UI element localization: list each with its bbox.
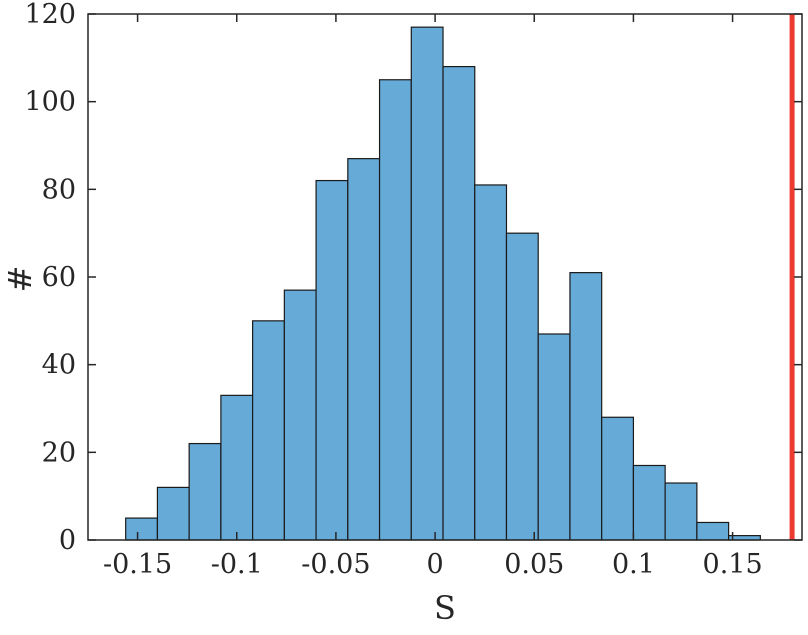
- histogram-bar: [442, 65, 476, 541]
- y-tick-label: 80: [42, 174, 76, 205]
- x-tick-label: 0: [426, 549, 443, 580]
- histogram-bar: [283, 289, 317, 541]
- histogram-bar: [505, 232, 539, 541]
- histogram-bar: [315, 179, 349, 541]
- histogram-bar: [220, 394, 254, 541]
- y-tick-label: 60: [42, 262, 76, 293]
- x-tick-label: 0.15: [703, 549, 763, 580]
- y-tick-label: 20: [42, 437, 76, 468]
- x-tick-label: 0.05: [504, 549, 564, 580]
- histogram-bar: [347, 158, 381, 541]
- y-tick-label: 120: [24, 0, 76, 30]
- histogram-bar: [156, 486, 190, 541]
- x-tick-label: -0.1: [211, 549, 263, 580]
- x-tick-label: -0.15: [103, 549, 172, 580]
- y-tick-label: 0: [59, 525, 76, 556]
- histogram-bar: [537, 333, 571, 541]
- histogram-bar: [696, 521, 730, 541]
- histogram-bar: [378, 79, 412, 541]
- histogram-bar: [664, 482, 698, 541]
- y-tick-label: 40: [42, 350, 76, 381]
- x-tick-label: -0.05: [301, 549, 370, 580]
- histogram-bar: [125, 517, 159, 541]
- x-tick-label: 0.1: [612, 549, 655, 580]
- histogram-bar: [632, 464, 666, 541]
- x-axis-label: S: [434, 589, 456, 627]
- histogram-bar: [188, 442, 222, 541]
- histogram-bar: [601, 416, 635, 541]
- y-axis-label: #: [1, 265, 39, 293]
- y-tick-label: 100: [24, 87, 76, 118]
- histogram-bar: [252, 320, 285, 541]
- histogram-bar: [410, 26, 444, 541]
- histogram-bar: [569, 272, 603, 541]
- histogram-bar: [474, 184, 508, 541]
